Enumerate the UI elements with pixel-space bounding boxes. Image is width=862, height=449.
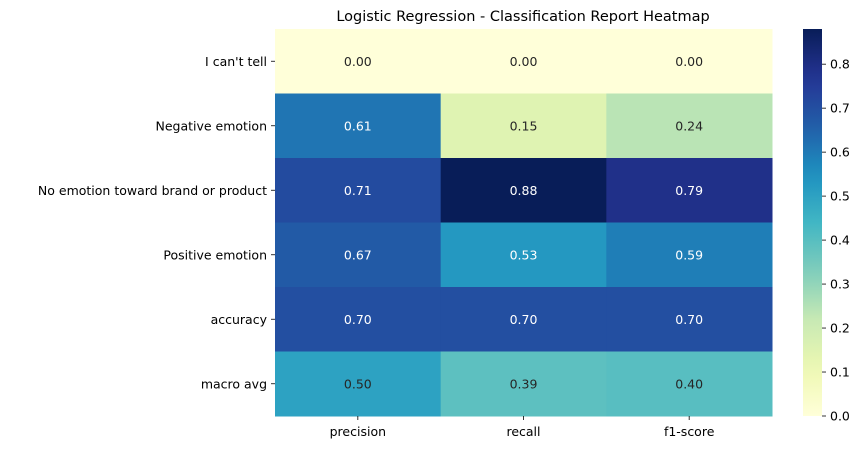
cell-value-label: 0.59	[675, 247, 703, 262]
colorbar-tick-label: 0.4	[830, 233, 850, 248]
colorbar-tick-label: 0.5	[830, 189, 850, 204]
cell-value-label: 0.71	[344, 183, 372, 198]
row-label: Positive emotion	[163, 247, 267, 262]
row-label: No emotion toward brand or product	[38, 183, 267, 198]
cell-value-label: 0.15	[510, 118, 538, 133]
heatmap-cell	[275, 287, 442, 352]
cell-value-label: 0.50	[344, 376, 372, 391]
column-label: f1-score	[664, 424, 715, 439]
heatmap-cell	[440, 158, 607, 223]
cell-value-label: 0.00	[510, 54, 538, 69]
heatmap-cell	[275, 93, 442, 159]
heatmap-cell	[440, 222, 607, 288]
heatmap-cell	[606, 93, 773, 159]
chart-title: Logistic Regression - Classification Rep…	[336, 9, 709, 25]
cell-value-label: 0.00	[344, 54, 372, 69]
cell-value-label: 0.53	[510, 247, 538, 262]
colorbar-tick-label: 0.8	[830, 57, 850, 72]
cell-value-label: 0.70	[510, 312, 538, 327]
heatmap-cell	[275, 351, 442, 417]
row-label: macro avg	[201, 376, 267, 391]
cell-value-label: 0.79	[675, 183, 703, 198]
colorbar-tick-label: 0.1	[830, 365, 850, 380]
cell-value-label: 0.70	[344, 312, 372, 327]
colorbar-tick-label: 0.2	[830, 321, 850, 336]
heatmap-cell	[606, 222, 773, 288]
heatmap-cell	[606, 351, 773, 417]
column-label: recall	[506, 424, 540, 439]
cell-value-label: 0.39	[510, 376, 538, 391]
heatmap-cell	[606, 287, 773, 352]
cell-value-label: 0.88	[510, 183, 538, 198]
heatmap-cell	[275, 222, 442, 288]
row-label: Negative emotion	[155, 118, 267, 133]
cell-value-label: 0.70	[675, 312, 703, 327]
heatmap-cell	[606, 158, 773, 223]
heatmap-cell	[440, 351, 607, 417]
heatmap-cell	[440, 29, 607, 94]
heatmap-cell	[440, 287, 607, 352]
colorbar-gradient	[803, 29, 822, 416]
cell-value-label: 0.67	[344, 247, 372, 262]
colorbar-tick-label: 0.0	[830, 409, 850, 424]
heatmap-cell	[606, 29, 773, 94]
cell-value-label: 0.24	[675, 118, 703, 133]
colorbar-tick-label: 0.3	[830, 277, 850, 292]
colorbar-tick-label: 0.7	[830, 101, 850, 116]
colorbar-tick-label: 0.6	[830, 145, 850, 160]
column-labels: precision recall f1-score	[330, 416, 715, 439]
cell-value-label: 0.00	[675, 54, 703, 69]
heatmap-cell	[275, 29, 442, 94]
column-label: precision	[330, 424, 386, 439]
heatmap-cell	[275, 158, 442, 223]
cell-value-label: 0.61	[344, 118, 372, 133]
row-labels: I can't tell Negative emotion No emotion t…	[38, 54, 275, 391]
colorbar: 0.0 0.1 0.2 0.3 0.4 0.5 0.6 0.7 0.8	[803, 29, 850, 424]
cell-value-label: 0.40	[675, 376, 703, 391]
row-label: accuracy	[211, 312, 268, 327]
row-label: I can't tell	[205, 54, 267, 69]
heatmap-cells: 0.00 0.00 0.00 0.61 0.15 0.24 0.71 0.88 0.79 0.67…	[275, 29, 773, 417]
heatmap-cell	[440, 93, 607, 159]
